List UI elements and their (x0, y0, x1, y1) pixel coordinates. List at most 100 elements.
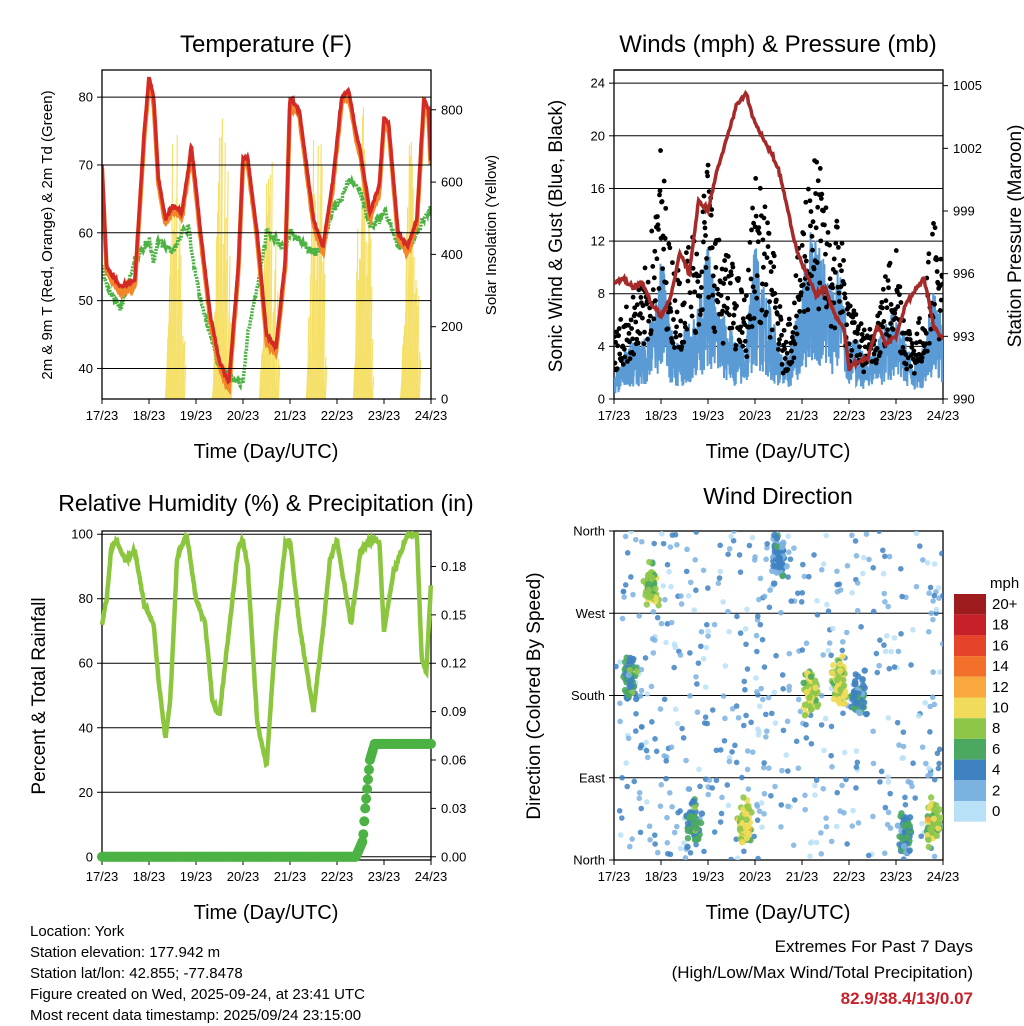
solar-spike (414, 287, 418, 399)
direction-point (763, 728, 770, 734)
gust-point (828, 323, 834, 329)
colorbar-swatch (954, 676, 986, 698)
gust-point (693, 330, 699, 335)
colorbar-label: 2 (992, 782, 1000, 799)
gust-point (630, 336, 636, 342)
direction-point (812, 792, 818, 798)
gust-point (640, 303, 646, 309)
direction-point (756, 703, 763, 710)
direction-point (931, 806, 938, 814)
direction-point (878, 768, 885, 775)
gust-point (881, 319, 887, 324)
precip-point (359, 816, 370, 827)
gust-point (911, 370, 917, 376)
gust-point (651, 275, 657, 281)
gust-point (719, 266, 725, 272)
x-tick-label: 20/23 (739, 869, 772, 884)
gust-point (620, 361, 626, 367)
gust-point (820, 208, 826, 214)
gust-point (782, 346, 788, 352)
direction-point (683, 568, 690, 575)
direction-point (811, 677, 819, 684)
x-tick-label: 23/23 (880, 869, 913, 884)
x-tick-label: 20/23 (739, 408, 772, 423)
station-elevation: Station elevation: 177.942 m (30, 944, 221, 961)
gust-point (709, 245, 715, 251)
gust-point (827, 242, 832, 248)
direction-point (633, 710, 639, 717)
direction-point (652, 841, 658, 847)
gust-point (816, 306, 822, 312)
direction-point (645, 586, 653, 593)
direction-point (728, 856, 734, 860)
direction-point (687, 693, 693, 699)
direction-point (758, 685, 764, 692)
y-tick-label: 0 (598, 392, 605, 407)
gust-point (857, 344, 862, 350)
solar-spike (364, 241, 367, 399)
x-tick-label: 19/23 (180, 408, 213, 423)
direction-point (643, 747, 650, 754)
direction-point (798, 599, 805, 605)
y-tick-label: 40 (79, 720, 93, 735)
direction-point (726, 546, 733, 552)
direction-point (844, 562, 851, 569)
direction-point (695, 660, 702, 666)
direction-point (891, 664, 898, 670)
solar-spike (181, 343, 185, 399)
gust-point (706, 294, 712, 300)
gust-point (621, 346, 627, 352)
direction-point (740, 794, 747, 801)
direction-point (658, 620, 665, 627)
direction-point (807, 673, 815, 680)
direction-point (755, 855, 761, 860)
solar-spike (370, 339, 374, 399)
gust-point (837, 262, 843, 268)
direction-point (614, 663, 619, 670)
gust-point (771, 264, 777, 270)
direction-point (647, 836, 653, 843)
direction-point (677, 652, 684, 658)
direction-point (755, 613, 761, 620)
direction-point (691, 607, 697, 613)
direction-point (849, 590, 855, 596)
gust-point (796, 297, 802, 302)
solar-spike (259, 353, 263, 399)
direction-point (840, 710, 846, 717)
direction-point (754, 801, 760, 808)
solar-spike (413, 293, 416, 399)
direction-point (834, 568, 840, 575)
direction-point (783, 752, 790, 758)
colorbar-swatch (954, 718, 986, 739)
direction-point (645, 580, 652, 588)
direction-point (795, 765, 802, 772)
direction-point (685, 593, 692, 599)
y-tick-label: 40 (79, 361, 93, 376)
direction-point (841, 749, 848, 756)
direction-point (681, 840, 687, 846)
gust-point (741, 297, 747, 303)
direction-point (813, 839, 820, 846)
direction-point (715, 580, 722, 587)
gust-point (723, 267, 729, 273)
direction-point (683, 757, 689, 764)
gust-point (886, 285, 891, 291)
direction-point (925, 836, 932, 844)
y-right-tick-label: 1005 (953, 78, 982, 93)
direction-point (808, 740, 815, 747)
gust-point (813, 225, 819, 231)
gust-point (634, 336, 640, 342)
gust-point (743, 348, 749, 354)
direction-point (741, 848, 747, 855)
gust-point (767, 334, 773, 340)
gust-point (681, 339, 687, 345)
solar-spike (268, 174, 271, 399)
solar-spike (352, 364, 356, 399)
wind-direction-panel: Wind Direction 17/23 18/23 19/23 20/23 21/23… (524, 483, 1019, 924)
precip-point (357, 836, 368, 847)
colorbar-label: 16 (992, 637, 1009, 654)
gust-point (642, 265, 648, 271)
direction-point (825, 608, 832, 614)
direction-point (931, 776, 938, 783)
winds-ylabel-right: Station Pressure (Maroon) (1005, 125, 1024, 348)
